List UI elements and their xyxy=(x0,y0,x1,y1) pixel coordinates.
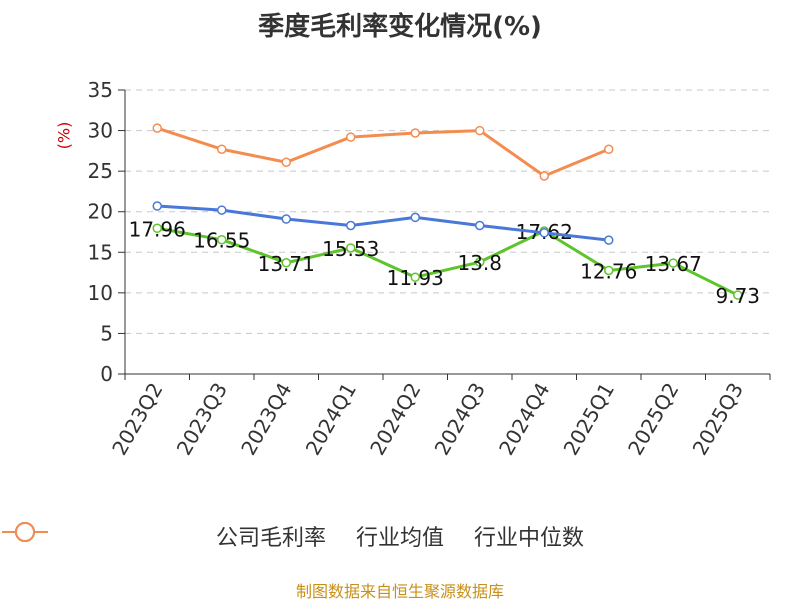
x-tick-label: 2024Q2 xyxy=(365,379,425,460)
x-tick-label: 2025Q2 xyxy=(623,379,683,460)
data-point xyxy=(152,223,162,234)
data-point xyxy=(346,220,356,231)
data-label: 9.73 xyxy=(715,284,760,308)
legend: 公司毛利率 行业均值 行业中位数 xyxy=(0,520,800,552)
chart-title: 季度毛利率变化情况(%) xyxy=(258,12,542,42)
data-point xyxy=(281,258,291,268)
data-point xyxy=(346,243,356,253)
data-point xyxy=(281,157,291,167)
data-point xyxy=(604,265,614,276)
data-label: 17.96 xyxy=(129,217,186,241)
x-tick-label: 2025Q1 xyxy=(559,379,619,460)
y-tick-label: 15 xyxy=(88,240,113,264)
series-line xyxy=(156,226,739,297)
y-tick-label: 0 xyxy=(100,362,113,386)
data-point xyxy=(346,132,356,142)
data-label: 15.53 xyxy=(322,237,379,261)
legend-label: 公司毛利率 xyxy=(215,526,326,551)
data-label: 16.55 xyxy=(193,229,250,253)
data-point xyxy=(475,257,485,267)
data-point xyxy=(152,123,162,133)
legend-label: 行业均值 xyxy=(355,526,444,551)
data-point xyxy=(604,235,614,245)
x-tick-label: 2024Q1 xyxy=(301,379,361,460)
data-label: 12.76 xyxy=(580,259,637,283)
data-point xyxy=(217,234,227,245)
y-tick-label: 20 xyxy=(88,200,113,224)
x-tick-label: 2023Q3 xyxy=(172,379,232,460)
x-tick-label: 2024Q4 xyxy=(494,379,554,460)
data-point xyxy=(217,144,227,154)
y-tick-label: 35 xyxy=(88,78,113,102)
data-point xyxy=(410,128,420,138)
x-tick-label: 2024Q3 xyxy=(430,379,490,460)
data-label: 13.71 xyxy=(258,252,315,276)
data-point xyxy=(539,171,549,181)
data-point xyxy=(539,228,549,238)
data-point xyxy=(475,125,485,136)
data-point xyxy=(281,214,291,224)
legend-item-industry-avg[interactable]: 行业均值 xyxy=(2,520,444,552)
data-point xyxy=(410,212,420,223)
legend-label: 行业中位数 xyxy=(474,526,585,551)
data-label: 13.8 xyxy=(457,251,502,275)
series-line xyxy=(156,126,610,178)
data-source: 制图数据来自恒生聚源数据库 xyxy=(295,582,504,601)
data-label: 11.93 xyxy=(387,266,444,290)
data-point xyxy=(152,201,162,211)
data-point xyxy=(410,272,420,282)
legend-item-company[interactable]: 公司毛利率 xyxy=(2,520,326,552)
y-tick-label: 25 xyxy=(88,159,113,183)
data-label: 13.67 xyxy=(645,252,702,276)
data-point xyxy=(217,205,227,215)
series-line xyxy=(157,204,609,242)
x-tick-label: 2023Q4 xyxy=(236,379,296,460)
y-tick-label: 5 xyxy=(100,321,113,345)
data-point xyxy=(475,220,485,231)
legend-item-industry-median[interactable]: 行业中位数 xyxy=(2,520,585,552)
y-tick-label: 10 xyxy=(88,281,113,305)
data-point xyxy=(604,144,614,154)
x-tick-label: 2025Q3 xyxy=(688,379,748,460)
y-tick-label: 30 xyxy=(88,119,113,143)
data-point xyxy=(668,258,678,268)
legend-marker-icon xyxy=(2,522,48,542)
data-point xyxy=(733,290,743,300)
x-tick-label: 2023Q2 xyxy=(107,379,167,460)
